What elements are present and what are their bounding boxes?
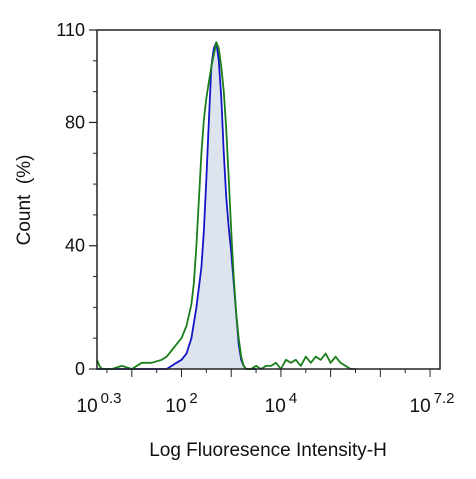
plot-frame: [96, 29, 441, 370]
x-tick-label: 10 7.2: [410, 390, 455, 417]
x-tick-label: 10 4: [265, 390, 297, 417]
y-tick-label: 0: [75, 359, 85, 379]
series-0-line: [96, 41, 356, 370]
series-layer: [96, 41, 356, 370]
x-tick-label: 10 2: [165, 390, 197, 417]
x-tick-label: 10 0.3: [77, 390, 122, 417]
series-1-fill: [97, 42, 257, 370]
x-axis-title: Log Fluoresence Intensity-H: [149, 440, 387, 461]
y-tick-label: 80: [65, 112, 85, 132]
y-axis-ticks: 0 40 80 110: [56, 20, 97, 379]
y-tick-label: 40: [65, 236, 85, 256]
y-tick-label: 110: [56, 20, 85, 40]
y-axis-title: Count (%): [14, 155, 35, 246]
x-axis-ticks: 10 0.3 10 2 10 4 10 7.2: [77, 369, 455, 417]
